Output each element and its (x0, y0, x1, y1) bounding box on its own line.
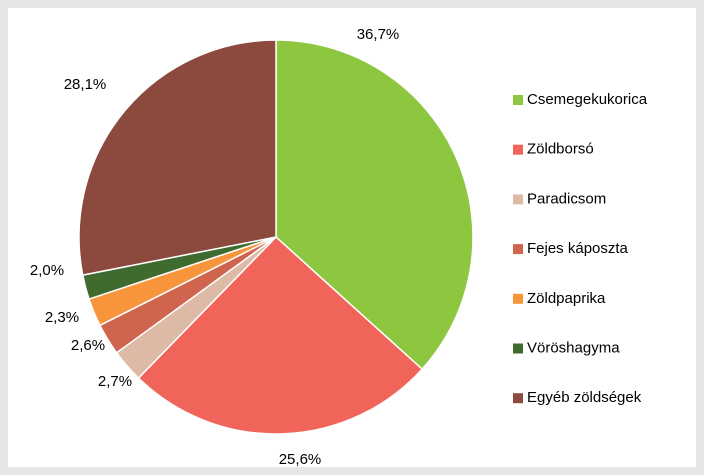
legend-swatch (513, 343, 523, 354)
legend-swatch (513, 393, 523, 404)
data-label: 28,1% (64, 76, 107, 93)
legend-label: Egyéb zöldségek (527, 389, 642, 406)
legend-label: Zöldborsó (527, 141, 594, 158)
legend-label: Paradicsom (527, 190, 606, 207)
legend-label: Zöldpaprika (527, 290, 606, 307)
legend-swatch (513, 194, 523, 205)
pie-slice (137, 235, 424, 435)
data-label: 36,7% (357, 26, 400, 43)
legend-swatch (513, 144, 523, 155)
legend-swatch (513, 244, 523, 255)
legend-label: Vöröshagyma (527, 339, 620, 356)
data-label: 2,3% (45, 309, 79, 326)
data-label: 2,0% (30, 262, 64, 279)
data-label: 25,6% (279, 451, 322, 468)
legend-label: Csemegekukorica (527, 91, 648, 108)
data-label: 2,6% (71, 337, 105, 354)
pie-slice (78, 39, 277, 277)
legend-label: Fejes káposzta (527, 240, 629, 257)
data-label: 2,7% (98, 373, 132, 390)
pie-slice (275, 39, 474, 371)
legend-swatch (513, 95, 523, 105)
legend-swatch (513, 293, 523, 304)
